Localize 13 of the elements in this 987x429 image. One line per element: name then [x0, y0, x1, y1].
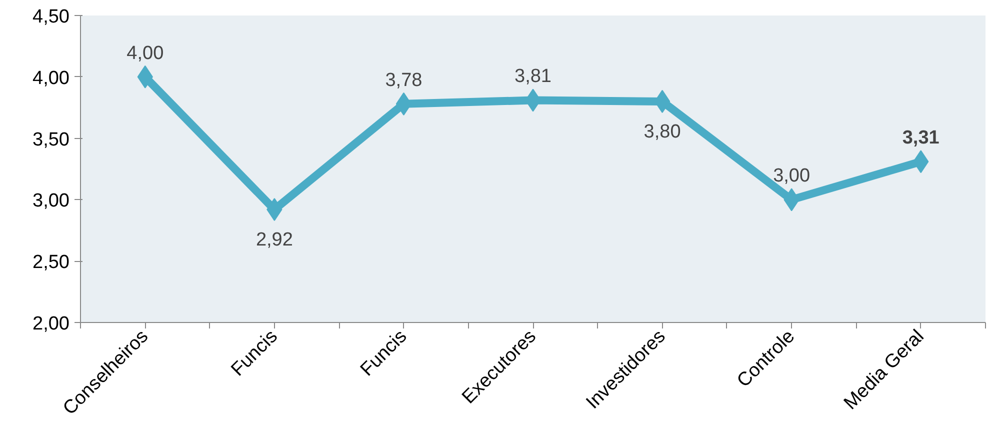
- y-tick-label: 4,50: [32, 6, 70, 28]
- text: 3,00: [773, 166, 810, 187]
- text: 3,78: [385, 70, 422, 91]
- y-tick-label: 4,00: [32, 68, 70, 89]
- text: 3,80: [644, 121, 681, 142]
- text: 4,00: [126, 42, 164, 64]
- text: 3,31: [902, 128, 940, 149]
- y-tick-label: 2,00: [32, 314, 70, 334]
- y-tick-label: 3,00: [32, 190, 70, 212]
- y-tick-label: 2,50: [32, 252, 70, 274]
- text: 2,92: [256, 230, 293, 251]
- y-tick-label: 3,50: [32, 129, 70, 150]
- text: 3,81: [514, 66, 552, 88]
